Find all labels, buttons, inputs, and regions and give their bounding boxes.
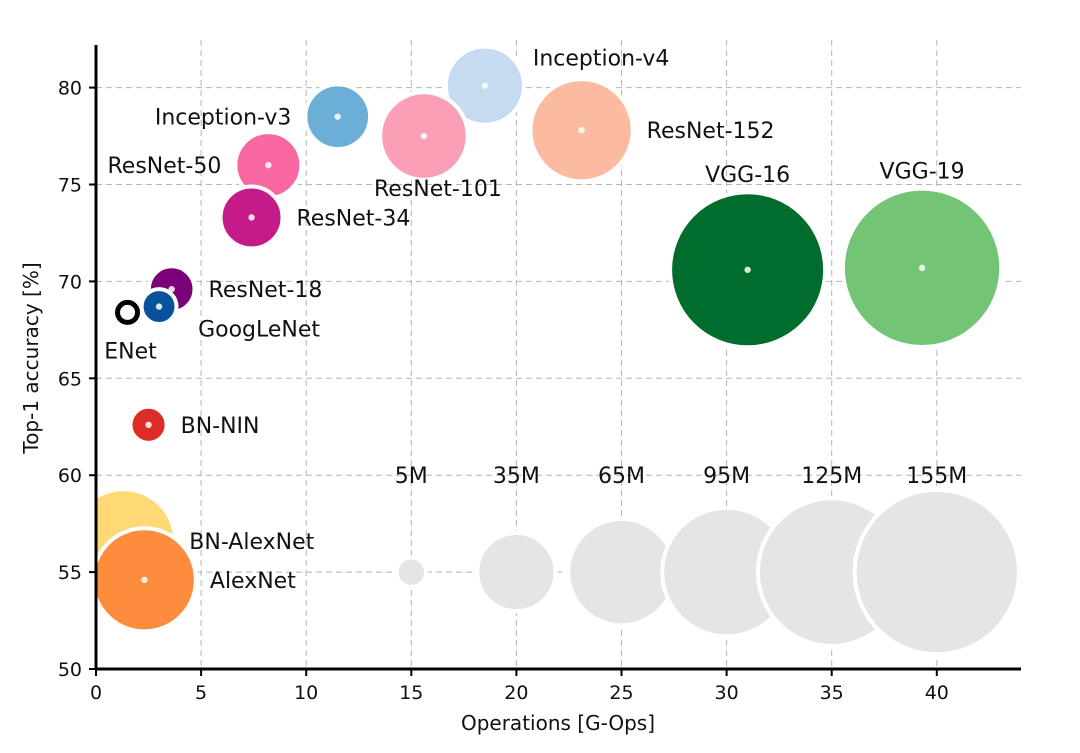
x-tick-label: 40 [925, 682, 949, 704]
y-tick-label: 70 [58, 271, 82, 293]
label-resnet-101: ResNet-101 [374, 177, 502, 202]
bubbles [96, 44, 1004, 634]
size-legend-bubble [475, 531, 558, 614]
x-tick-label: 35 [820, 682, 844, 704]
y-tick-label: 75 [58, 175, 82, 197]
size-legend-bubble [852, 487, 1021, 657]
size-legend-label: 65M [598, 464, 645, 489]
label-vgg-19: VGG-19 [880, 160, 965, 185]
axes: 0 5 10 15 20 25 30 35 40 50 55 60 65 70 75 80 [58, 45, 1021, 704]
label-resnet-152: ResNet-152 [647, 119, 775, 144]
label-bn-nin: BN-NIN [181, 414, 260, 439]
size-legend-label: 5M [395, 464, 428, 489]
y-tick-label: 80 [58, 78, 82, 100]
label-resnet-34: ResNet-34 [297, 206, 411, 231]
bubble-center-dot [420, 132, 428, 140]
label-enet: ENet [104, 339, 157, 364]
bubble-center-dot [481, 82, 489, 89]
size-legend-label: 95M [703, 464, 750, 489]
bubble-center-dot [578, 127, 585, 134]
bubble-center-dot [124, 309, 131, 316]
x-tick-label: 20 [504, 682, 528, 704]
label-inception-v4: Inception-v4 [533, 47, 670, 72]
y-tick-label: 50 [58, 659, 82, 681]
size-legend-label: 155M [906, 464, 967, 489]
label-resnet-50: ResNet-50 [108, 154, 222, 179]
label-bn-alexnet: BN-AlexNet [189, 530, 314, 555]
bubble-center-dot [744, 266, 751, 273]
bubble-center-dot [248, 214, 255, 221]
x-tick-label: 0 [90, 682, 102, 704]
x-tick-label: 5 [195, 682, 207, 704]
x-axis-label: Operations [G-Ops] [461, 711, 655, 735]
labels: 5M 35M 65M 95M 125M 155M Inception-v4 Inception… [104, 47, 967, 594]
size-legend-label: 35M [493, 464, 540, 489]
bubble-center-dot [155, 303, 163, 310]
bubble-center-dot [334, 113, 341, 120]
y-tick-label: 65 [58, 368, 82, 390]
size-legend-label: 125M [801, 464, 862, 489]
size-legend [394, 487, 1021, 657]
y-tick-label: 55 [58, 562, 82, 584]
label-alexnet: AlexNet [210, 569, 296, 594]
x-tick-label: 25 [609, 682, 633, 704]
label-vgg-16: VGG-16 [705, 163, 790, 188]
label-resnet-18: ResNet-18 [209, 278, 323, 303]
bubble-center-dot [265, 161, 272, 169]
size-legend-bubble [566, 516, 677, 628]
label-googlenet: GoogLeNet [198, 318, 320, 343]
x-tick-label: 10 [294, 682, 318, 704]
x-tick-label: 15 [399, 682, 423, 704]
size-legend-bubble [394, 555, 429, 589]
label-inception-v3: Inception-v3 [155, 106, 292, 131]
x-tick-label: 30 [715, 682, 739, 704]
bubble-center-dot [141, 576, 148, 584]
y-axis-label: Top-1 accuracy [%] [19, 262, 43, 454]
bubble-center-dot [145, 421, 152, 429]
bubble-center-dot [918, 264, 926, 272]
y-tick-label: 60 [58, 465, 82, 487]
